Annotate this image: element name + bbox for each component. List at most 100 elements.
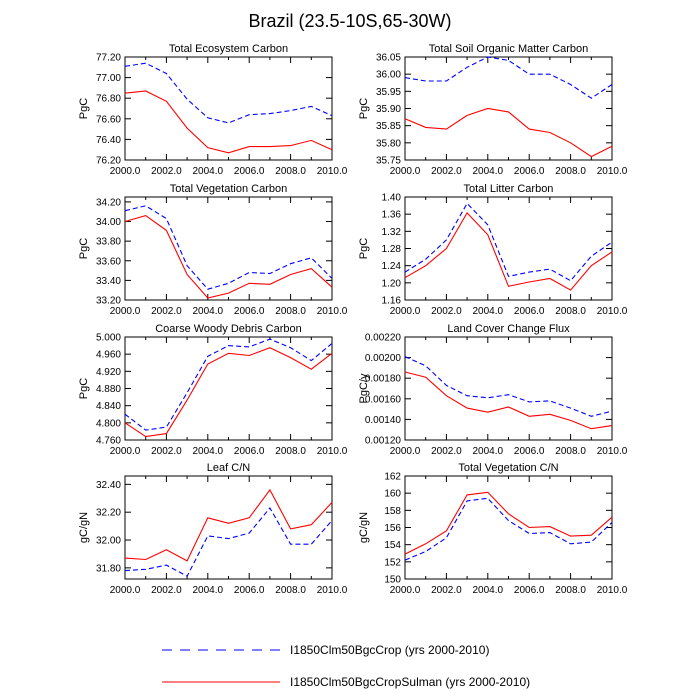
series-line-crop (404, 202, 613, 282)
y-tick-label: 154 (384, 540, 401, 551)
y-tick-label: 32.40 (96, 480, 121, 491)
y-axis-label: PgC (78, 378, 90, 399)
y-tick-label: 158 (384, 506, 401, 517)
y-tick-label: 4.920 (96, 367, 121, 378)
x-tick-label: 2000.0 (110, 166, 141, 177)
x-tick-label: 2004.0 (193, 306, 224, 317)
x-tick-label: 2000.0 (390, 585, 421, 596)
x-tick-label: 2000.0 (110, 306, 141, 317)
y-tick-label: 31.80 (96, 563, 121, 574)
y-tick-label: 4.880 (96, 384, 121, 395)
x-tick-label: 2006.0 (234, 306, 265, 317)
panels: Total Ecosystem Carbon 2000.0 2002.0 2004.0… (78, 43, 628, 596)
x-tick-label: 2010.0 (317, 446, 348, 457)
y-tick-label: 5.000 (96, 333, 121, 344)
x-tick-label: 2002.0 (431, 446, 462, 457)
plot-frame (124, 336, 333, 441)
y-tick-label: 35.95 (376, 87, 401, 98)
y-tick-label: 36.05 (376, 53, 401, 64)
x-tick-label: 2002.0 (151, 166, 182, 177)
legend-label-sulman: I1850Clm50BgcCropSulman (yrs 2000-2010) (290, 675, 530, 689)
panel-title: Coarse Woody Debris Carbon (155, 323, 302, 335)
panel-4: Total Litter Carbon 2000.0 2002.0 2004.0 200… (358, 183, 628, 317)
x-tick-label: 2004.0 (473, 585, 504, 596)
y-tick-label: 77.00 (96, 73, 121, 84)
x-tick-label: 2002.0 (431, 585, 462, 596)
y-tick-label: 0.00160 (365, 394, 402, 405)
y-tick-label: 33.40 (96, 276, 121, 287)
y-tick-label: 150 (384, 575, 401, 586)
panel-1: Total Ecosystem Carbon 2000.0 2002.0 2004.0… (78, 43, 348, 177)
y-tick-label: 76.80 (96, 94, 121, 105)
series-line-crop (124, 205, 333, 290)
y-tick-label: 1.40 (382, 193, 402, 204)
series-line-sulman (404, 371, 613, 430)
y-tick-label: 35.80 (376, 138, 401, 149)
x-tick-label: 2006.0 (514, 306, 545, 317)
x-tick-label: 2004.0 (193, 446, 224, 457)
y-tick-label: 1.36 (382, 210, 402, 221)
series-line-sulman (124, 347, 333, 438)
x-tick-label: 2000.0 (390, 166, 421, 177)
y-tick-label: 1.32 (382, 227, 402, 238)
y-tick-label: 0.00220 (365, 333, 402, 344)
panel-title: Leaf C/N (207, 462, 250, 474)
y-tick-label: 36.00 (376, 70, 401, 81)
x-tick-label: 2002.0 (151, 585, 182, 596)
panel-3: Total Vegetation Carbon 2000.0 2002.0 2004.… (78, 183, 348, 317)
panel-title: Land Cover Change Flux (447, 323, 570, 335)
y-tick-label: 156 (384, 523, 401, 534)
plot-frame (404, 475, 613, 580)
x-tick-label: 2010.0 (317, 585, 348, 596)
y-tick-label: 4.800 (96, 418, 121, 429)
y-tick-label: 0.00120 (365, 436, 402, 447)
x-tick-label: 2008.0 (275, 166, 306, 177)
y-tick-label: 4.760 (96, 436, 121, 447)
y-tick-label: 76.40 (96, 135, 121, 146)
y-tick-label: 32.20 (96, 508, 121, 519)
x-tick-label: 2006.0 (514, 446, 545, 457)
x-tick-label: 2000.0 (390, 306, 421, 317)
x-tick-label: 2004.0 (473, 446, 504, 457)
plot-frame (124, 475, 333, 580)
series-line-crop (404, 497, 613, 561)
y-tick-label: 160 (384, 489, 401, 500)
x-tick-label: 2004.0 (473, 306, 504, 317)
panel-5: Coarse Woody Debris Carbon 2000.0 2002.0 20… (78, 323, 348, 457)
panel-title: Total Vegetation Carbon (170, 183, 287, 195)
legend-label-crop: I1850Clm50BgcCrop (yrs 2000-2010) (290, 643, 489, 657)
y-tick-label: 4.960 (96, 350, 121, 361)
y-tick-label: 32.00 (96, 536, 121, 547)
y-tick-label: 1.20 (382, 278, 402, 289)
x-tick-label: 2006.0 (514, 585, 545, 596)
x-tick-label: 2010.0 (597, 306, 628, 317)
x-tick-label: 2008.0 (555, 166, 586, 177)
panel-7: Leaf C/N 2000.0 2002.0 2004.0 2006.0 2008.0 20… (78, 462, 348, 596)
x-tick-label: 2002.0 (151, 306, 182, 317)
series-line-sulman (404, 107, 613, 158)
y-tick-label: 35.75 (376, 156, 401, 167)
series-line-crop (124, 62, 333, 124)
series-line-crop (124, 507, 333, 577)
x-tick-label: 2000.0 (390, 446, 421, 457)
x-tick-label: 2004.0 (473, 166, 504, 177)
panel-title: Total Vegetation C/N (458, 462, 558, 474)
x-tick-label: 2000.0 (110, 585, 141, 596)
x-tick-label: 2008.0 (555, 585, 586, 596)
x-tick-label: 2008.0 (275, 306, 306, 317)
x-tick-label: 2006.0 (234, 166, 265, 177)
x-tick-label: 2008.0 (275, 585, 306, 596)
x-tick-label: 2010.0 (317, 306, 348, 317)
y-axis-label: PgC/y (358, 373, 370, 403)
series-line-crop (124, 338, 333, 431)
y-tick-label: 34.00 (96, 217, 121, 228)
y-axis-label: PgC (358, 98, 370, 119)
y-axis-label: PgC (78, 238, 90, 259)
y-axis-label: PgC (358, 238, 370, 259)
x-tick-label: 2008.0 (275, 446, 306, 457)
y-tick-label: 162 (384, 472, 401, 483)
panel-title: Total Soil Organic Matter Carbon (429, 43, 589, 55)
x-tick-label: 2008.0 (555, 446, 586, 457)
y-tick-label: 33.60 (96, 256, 121, 267)
x-tick-label: 2008.0 (555, 306, 586, 317)
